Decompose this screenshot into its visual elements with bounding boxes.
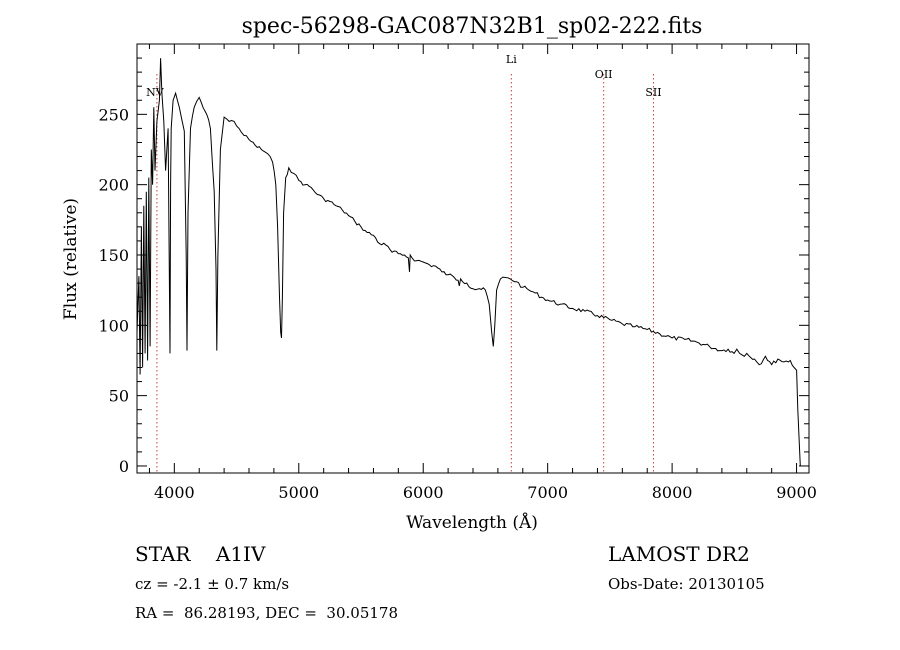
line-label-sii: SII bbox=[645, 86, 661, 99]
obs-date: Obs-Date: 20130105 bbox=[608, 575, 765, 593]
y-tick-label: 0 bbox=[119, 457, 129, 476]
x-tick-label: 5000 bbox=[278, 483, 319, 502]
x-tick-label: 6000 bbox=[403, 483, 444, 502]
chart-title: spec-56298-GAC087N32B1_sp02-222.fits bbox=[242, 14, 703, 39]
x-tick-label: 9000 bbox=[776, 483, 817, 502]
spectral-subclass: A1IV bbox=[215, 542, 266, 566]
line-label-oii: OII bbox=[595, 68, 613, 81]
spectrum-line bbox=[136, 58, 801, 467]
y-tick-labels: 0 50 100 150 200 250 bbox=[98, 105, 129, 476]
axis-ticks bbox=[137, 44, 809, 473]
survey-label: LAMOST DR2 bbox=[608, 542, 750, 566]
x-axis-label: Wavelength (Å) bbox=[406, 512, 538, 533]
y-tick-label: 200 bbox=[98, 176, 129, 195]
line-label-li: Li bbox=[506, 53, 517, 66]
plot-frame bbox=[136, 43, 810, 474]
coordinates: RA = 86.28193, DEC = 30.05178 bbox=[135, 604, 399, 622]
y-axis-label: Flux (relative) bbox=[61, 198, 81, 320]
x-tick-label: 8000 bbox=[652, 483, 693, 502]
y-tick-label: 150 bbox=[98, 246, 129, 265]
y-tick-label: 250 bbox=[98, 105, 129, 124]
x-tick-label: 7000 bbox=[527, 483, 568, 502]
redshift-info: cz = -2.1 ± 0.7 km/s bbox=[135, 575, 290, 593]
object-type: STAR A1IV bbox=[135, 542, 266, 566]
y-tick-label: 100 bbox=[98, 316, 129, 335]
x-tick-label: 4000 bbox=[154, 483, 195, 502]
x-tick-labels: 4000 5000 6000 7000 8000 9000 bbox=[154, 483, 817, 502]
y-tick-label: 50 bbox=[109, 387, 129, 406]
